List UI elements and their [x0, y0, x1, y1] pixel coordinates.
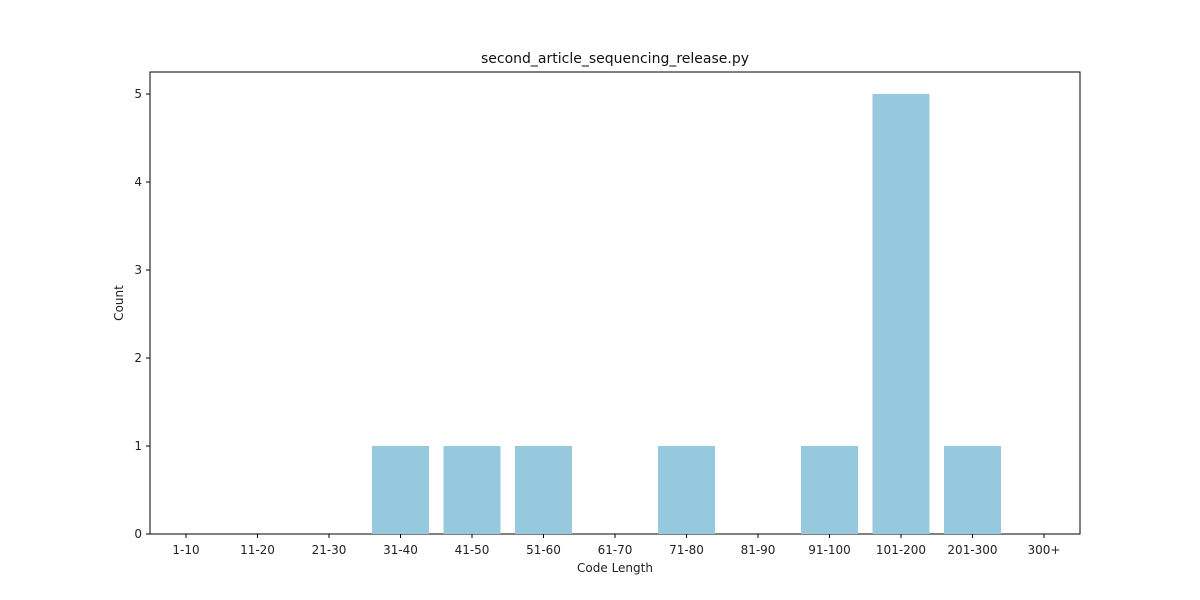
y-tick-label: 2 [134, 351, 142, 365]
x-tick-label: 21-30 [312, 543, 347, 557]
y-axis-label: Count [112, 285, 126, 321]
y-tick-label: 3 [134, 263, 142, 277]
x-tick-label: 51-60 [526, 543, 561, 557]
y-tick-label: 4 [134, 175, 142, 189]
bar-51-60 [515, 446, 572, 534]
bar-91-100 [801, 446, 858, 534]
plot-area [149, 71, 1081, 535]
bar-201-300 [944, 446, 1001, 534]
x-tick-label: 101-200 [876, 543, 926, 557]
x-tick-label: 1-10 [172, 543, 199, 557]
bar-101-200 [872, 94, 930, 534]
x-tick-label: 71-80 [669, 543, 704, 557]
bar-31-40 [372, 446, 429, 534]
x-axis-label: Code Length [577, 561, 653, 575]
bar-71-80 [658, 446, 715, 534]
x-tick-label: 201-300 [947, 543, 997, 557]
y-tick-label: 0 [134, 527, 142, 541]
x-tick-label: 91-100 [808, 543, 851, 557]
y-tick-label: 1 [134, 439, 142, 453]
x-tick-label: 11-20 [240, 543, 275, 557]
x-tick-label: 300+ [1028, 543, 1061, 557]
x-tick-label: 41-50 [455, 543, 490, 557]
x-tick-label: 31-40 [383, 543, 418, 557]
y-axis: 0 1 2 3 4 5 [134, 87, 150, 541]
chart-title: second_article_sequencing_release.py [481, 51, 749, 67]
x-tick-label: 81-90 [741, 543, 776, 557]
y-tick-label: 5 [134, 87, 142, 101]
bar-41-50 [443, 446, 501, 534]
bars [372, 94, 1001, 534]
x-tick-label: 61-70 [598, 543, 633, 557]
x-axis: 1-10 11-20 21-30 31-40 41-50 51-60 61-70 71-80 8… [172, 534, 1060, 557]
